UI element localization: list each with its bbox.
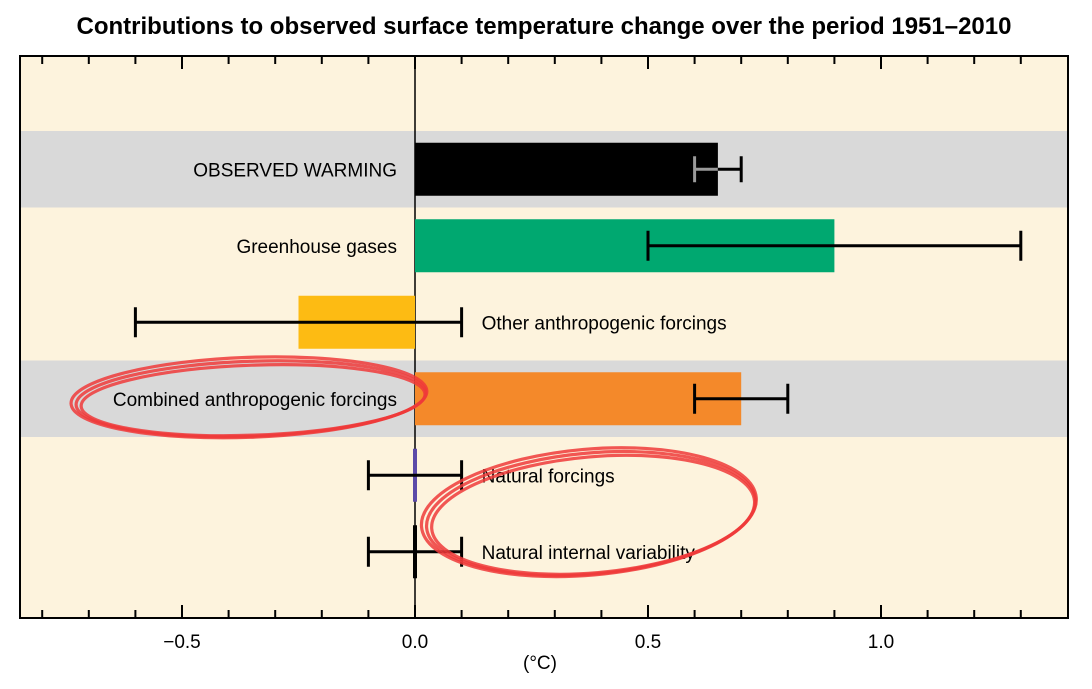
x-axis-label: (°C) [523,653,557,674]
category-label: Natural internal variability [482,543,696,564]
x-tick-label: 0.0 [402,632,428,653]
x-tick-label: 0.5 [635,632,661,653]
error-bar [693,156,743,183]
category-label: OBSERVED WARMING [193,160,397,181]
x-tick-label: −0.5 [163,632,201,653]
highlight-circle [419,446,758,579]
plot-frame [19,55,1069,619]
category-label: Natural forcings [482,466,615,487]
x-tick-label: 1.0 [868,632,894,653]
bar [415,372,742,426]
chart-title: Contributions to observed surface temper… [77,13,1012,40]
category-label: Greenhouse gases [236,237,397,258]
highlight-stroke [430,453,757,576]
highlight-stroke [79,363,427,438]
error-bar [133,307,464,338]
category-label: Other anthropogenic forcings [482,313,727,334]
highlight-circle [69,355,429,440]
error-bar [646,230,1023,261]
category-label: Combined anthropogenic forcings [113,390,397,411]
error-bar [693,383,790,414]
bar [415,142,718,196]
